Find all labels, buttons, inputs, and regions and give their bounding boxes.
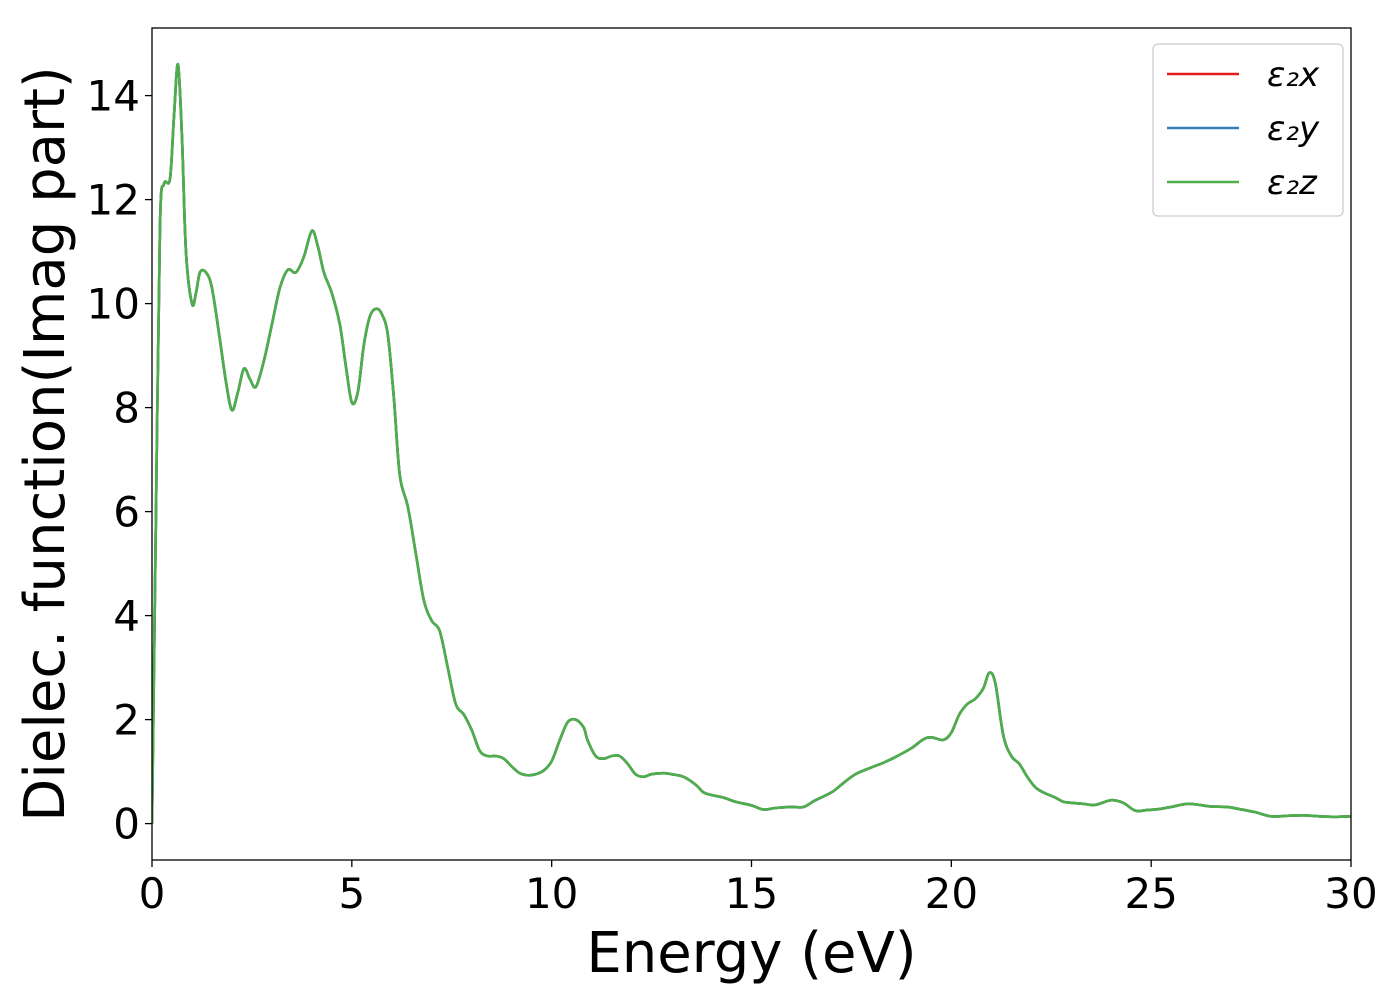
legend-label-2: ε₂z xyxy=(1267,163,1318,203)
x-tick-label-0: 0 xyxy=(139,869,166,918)
series-line-2 xyxy=(152,63,1351,824)
legend-label-0: ε₂x xyxy=(1267,55,1320,95)
legend-box xyxy=(1152,43,1344,217)
series-layer xyxy=(152,63,1351,824)
y-tick-label-6: 12 xyxy=(87,176,140,225)
y-tick-label-3: 6 xyxy=(113,488,140,537)
legend: ε₂x ε₂y ε₂z xyxy=(1152,43,1344,217)
x-tick-label-1: 5 xyxy=(338,869,365,918)
x-tick-label-3: 15 xyxy=(725,869,778,918)
y-tick-label-0: 0 xyxy=(113,800,140,849)
y-tick-label-2: 4 xyxy=(113,592,140,641)
x-tick-label-4: 20 xyxy=(925,869,978,918)
y-tick-label-5: 10 xyxy=(87,280,140,329)
y-tick-label-4: 8 xyxy=(113,384,140,433)
y-tick-label-7: 14 xyxy=(87,72,140,121)
legend-label-1: ε₂y xyxy=(1267,109,1320,149)
y-axis-label: Dielec. function(Imag part) xyxy=(13,66,78,822)
x-tick-label-5: 25 xyxy=(1124,869,1177,918)
ticks-layer: 0 5 10 15 20 25 30 0 2 4 6 8 10 12 14 xyxy=(87,72,1378,918)
x-tick-label-6: 30 xyxy=(1324,869,1377,918)
x-axis-label: Energy (eV) xyxy=(586,921,916,986)
x-tick-label-2: 10 xyxy=(525,869,578,918)
y-tick-label-1: 2 xyxy=(113,696,140,745)
